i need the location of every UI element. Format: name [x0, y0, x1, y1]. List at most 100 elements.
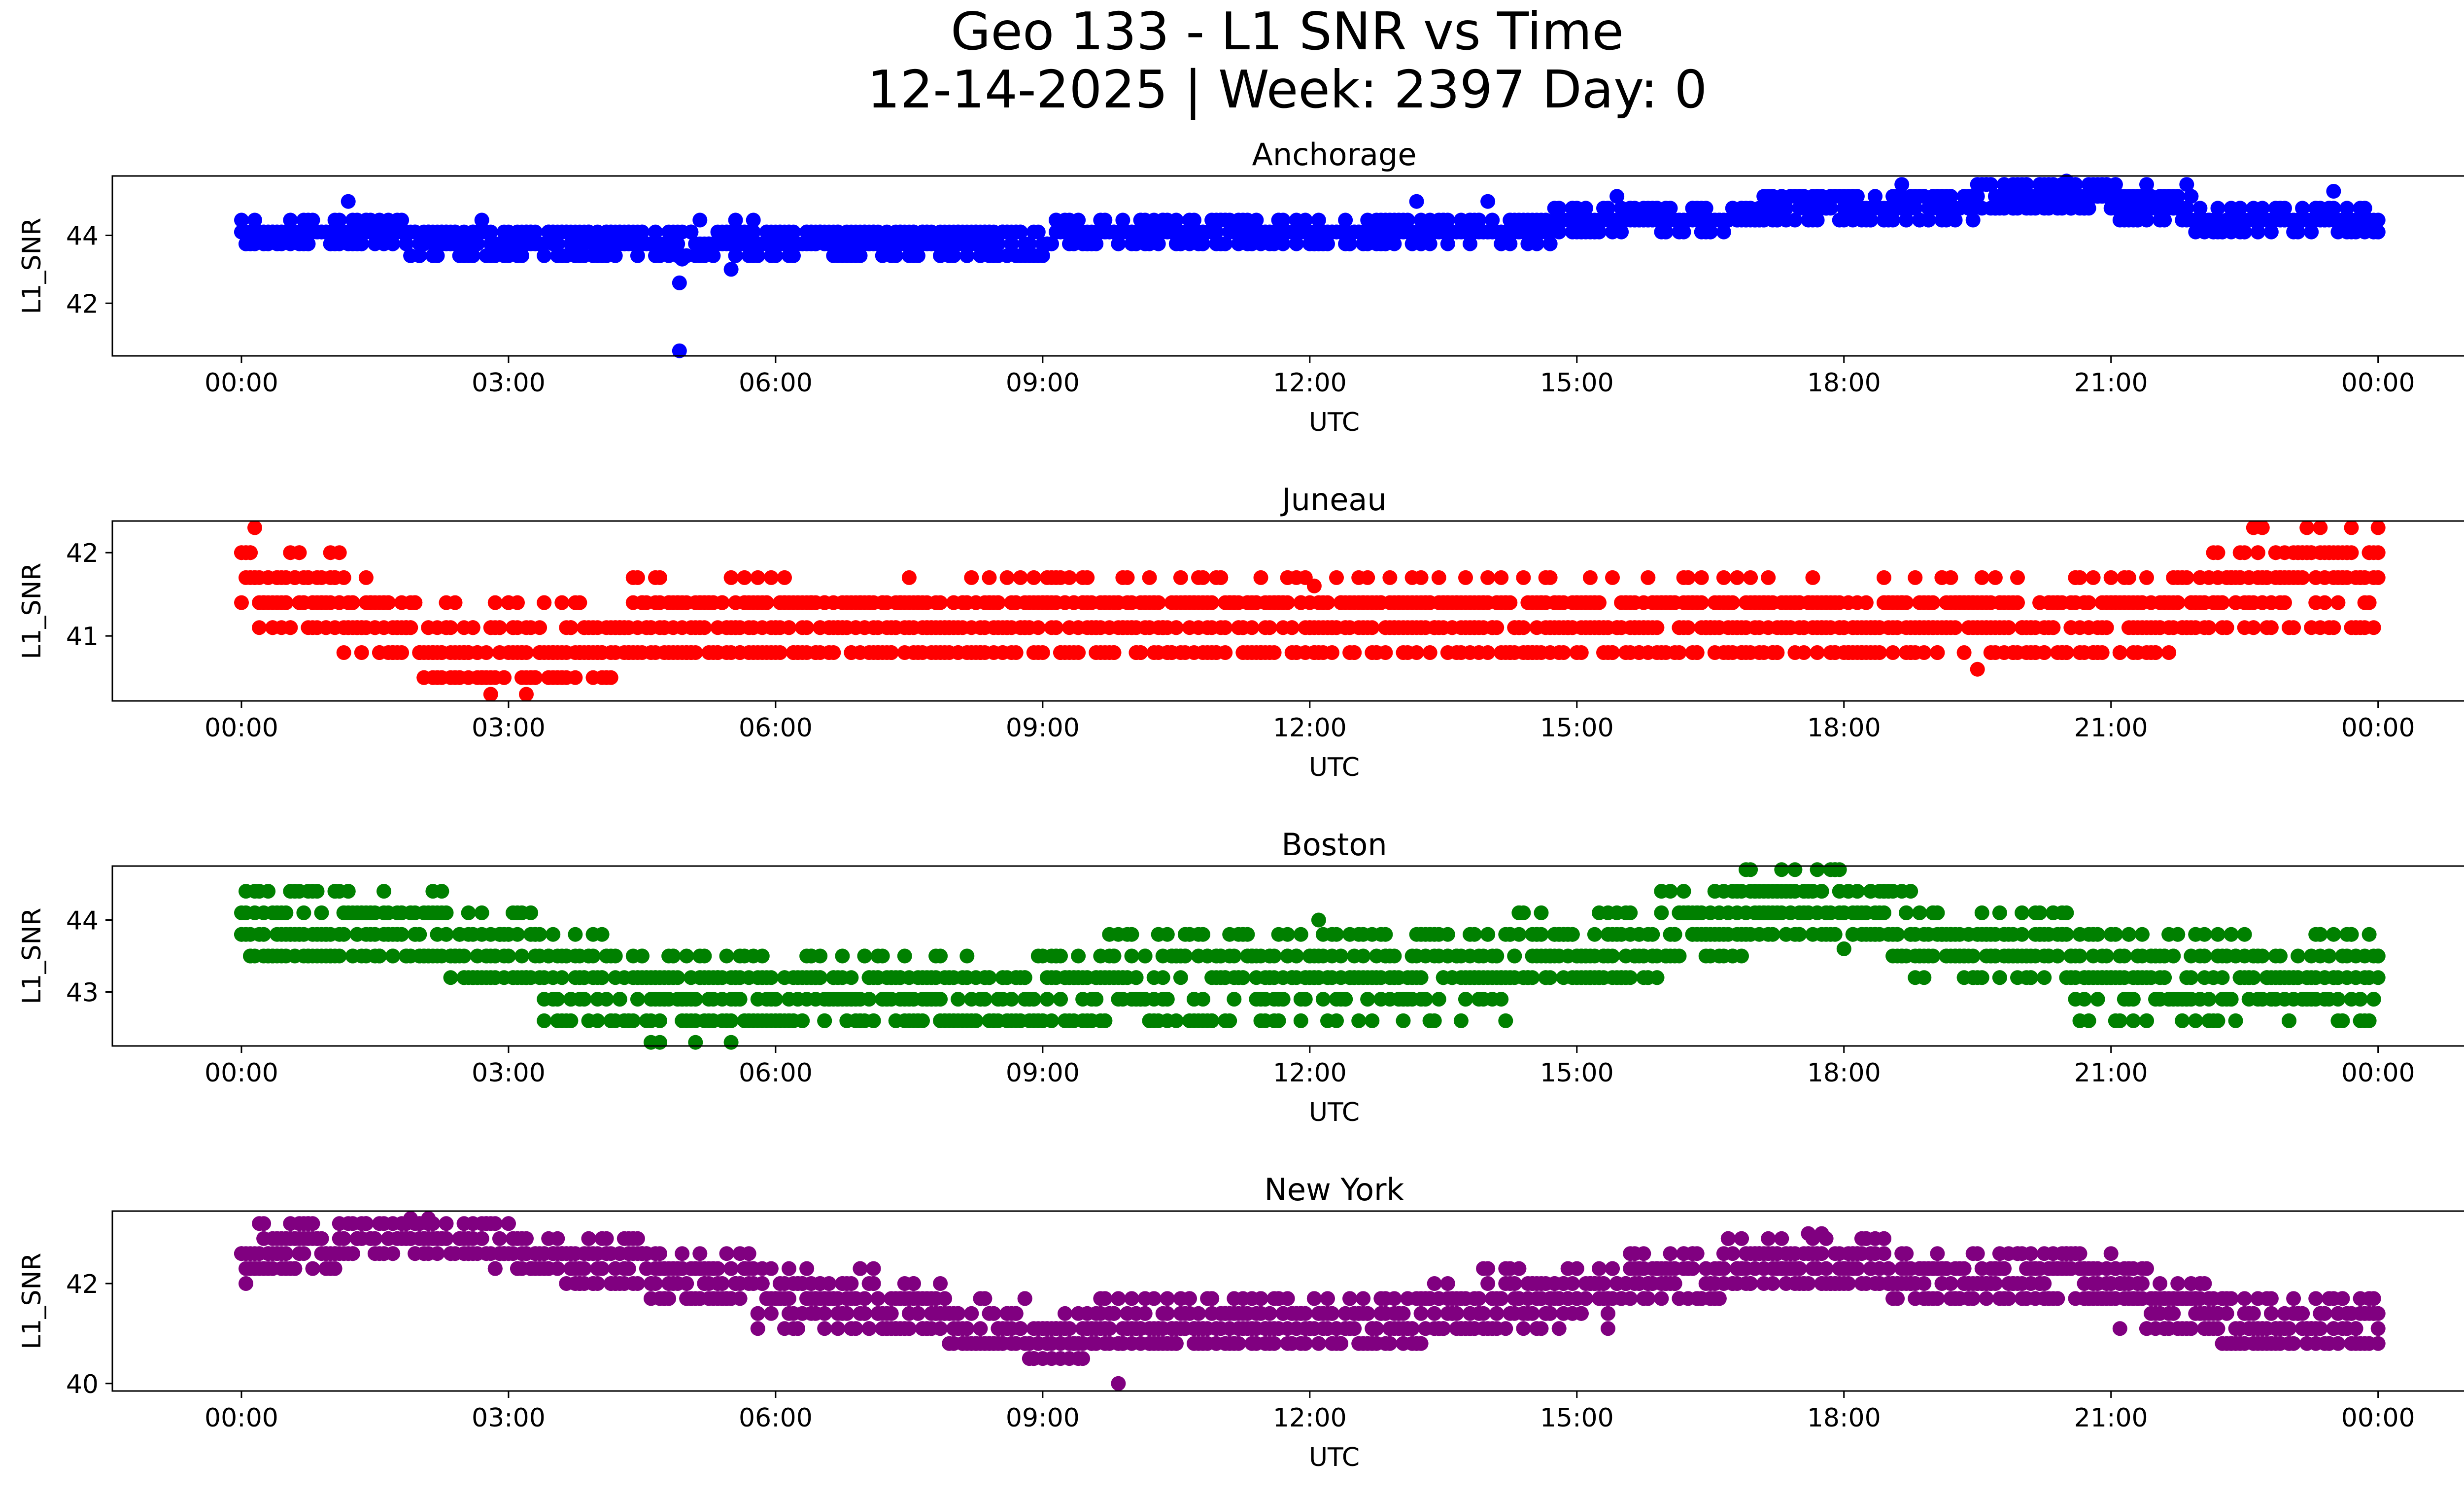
boston-x-tick-label: 12:00 — [1273, 1058, 1347, 1088]
new-york-point — [906, 1276, 921, 1291]
juneau-point — [2001, 620, 2016, 635]
boston-point — [2188, 1013, 2203, 1028]
new-york-point — [977, 1291, 992, 1306]
juneau-point — [1329, 570, 1344, 585]
boston-point — [1053, 992, 1068, 1007]
anchorage-point — [247, 212, 262, 228]
anchorage-point — [1338, 212, 1353, 228]
boston-point — [2157, 970, 2172, 985]
new-york-point — [830, 1321, 846, 1336]
juneau-point — [403, 620, 418, 635]
boston-outlier-point — [688, 1035, 703, 1050]
boston-point — [1542, 970, 1558, 985]
anchorage-point — [1298, 212, 1313, 228]
anchorage-point — [768, 248, 783, 263]
anchorage-point — [528, 224, 543, 240]
anchorage-point — [1663, 201, 1678, 216]
new-york-point — [599, 1231, 614, 1246]
boston-point — [897, 948, 912, 964]
boston-point — [2121, 927, 2136, 942]
new-york-point — [959, 1321, 975, 1336]
juneau-x-tick-label: 00:00 — [205, 713, 278, 743]
anchorage-point — [1071, 212, 1086, 228]
boston-point — [813, 948, 828, 964]
anchorage-point — [470, 236, 485, 251]
anchorage-point — [2232, 201, 2248, 216]
boston-point — [1124, 948, 1139, 964]
anchorage-point — [1168, 212, 1184, 228]
juneau-title: Juneau — [1280, 482, 1386, 518]
anchorage-point — [853, 248, 868, 263]
juneau-point — [2299, 520, 2315, 535]
anchorage-x-tick-label: 03:00 — [472, 368, 546, 398]
anchorage-outlier-point — [672, 343, 687, 358]
boston-point — [523, 905, 539, 920]
anchorage-point — [1463, 236, 1477, 251]
juneau-point — [2246, 620, 2261, 635]
juneau-point — [2161, 645, 2177, 660]
anchorage-y-tick-label: 42 — [66, 289, 99, 319]
juneau-point — [1605, 570, 1620, 585]
boston-point — [817, 1013, 832, 1028]
boston-point — [537, 1013, 552, 1028]
boston-point — [2139, 1013, 2154, 1028]
boston-point — [394, 927, 410, 942]
boston-point — [754, 948, 770, 964]
juneau-point — [2295, 570, 2310, 585]
anchorage-outlier-point — [723, 262, 739, 277]
boston-point — [2175, 1013, 2190, 1028]
juneau-point — [381, 595, 396, 610]
figure-title-line2: 12-14-2025 | Week: 2397 Day: 0 — [867, 60, 1708, 120]
new-york-point — [487, 1216, 503, 1231]
new-york-point — [692, 1246, 708, 1261]
juneau-point — [1458, 570, 1473, 585]
boston-point — [2117, 948, 2132, 964]
anchorage-point — [1601, 201, 1615, 216]
new-york-point — [661, 1291, 677, 1306]
juneau-point — [292, 545, 307, 560]
boston-point — [1298, 992, 1313, 1007]
juneau-point — [394, 645, 410, 660]
boston-x-tick-label: 03:00 — [472, 1058, 546, 1088]
boston-point — [1329, 927, 1344, 942]
juneau-point — [1173, 570, 1188, 585]
boston-point — [1338, 992, 1353, 1007]
anchorage-point — [1716, 224, 1731, 240]
boston-point — [679, 948, 694, 964]
new-york-point — [305, 1261, 320, 1276]
boston-point — [278, 905, 294, 920]
anchorage-point — [1863, 212, 1878, 228]
juneau-point — [688, 645, 703, 660]
anchorage-outlier-point — [2059, 174, 2074, 189]
juneau-point — [1694, 570, 1709, 585]
juneau-point — [447, 595, 463, 610]
boston-point — [2344, 927, 2359, 942]
new-york-point — [710, 1261, 725, 1276]
anchorage-point — [1551, 201, 1567, 216]
anchorage-point — [1289, 236, 1304, 251]
boston-point — [813, 970, 828, 985]
boston-point — [2246, 970, 2261, 985]
juneau-point — [1030, 620, 1046, 635]
juneau-point — [2059, 645, 2074, 660]
boston-point — [2125, 992, 2141, 1007]
juneau-point — [487, 595, 503, 610]
juneau-point — [1218, 645, 1233, 660]
boston-point — [2032, 905, 2048, 920]
anchorage-point — [2250, 224, 2265, 240]
juneau-x-axis-label: UTC — [1309, 753, 1360, 782]
boston-point — [1877, 905, 1891, 920]
anchorage-point — [1004, 236, 1019, 251]
anchorage-x-tick-label: 21:00 — [2074, 368, 2148, 398]
boston-point — [577, 992, 592, 1007]
juneau-point — [772, 645, 787, 660]
juneau-point — [1948, 620, 1963, 635]
new-york-point — [519, 1231, 534, 1246]
juneau-point — [283, 620, 298, 635]
juneau-point — [1489, 620, 1505, 635]
juneau-point — [723, 570, 739, 585]
juneau-point — [537, 595, 552, 610]
juneau-point — [492, 620, 507, 635]
anchorage-y-axis-label: L1_SNR — [17, 217, 47, 314]
